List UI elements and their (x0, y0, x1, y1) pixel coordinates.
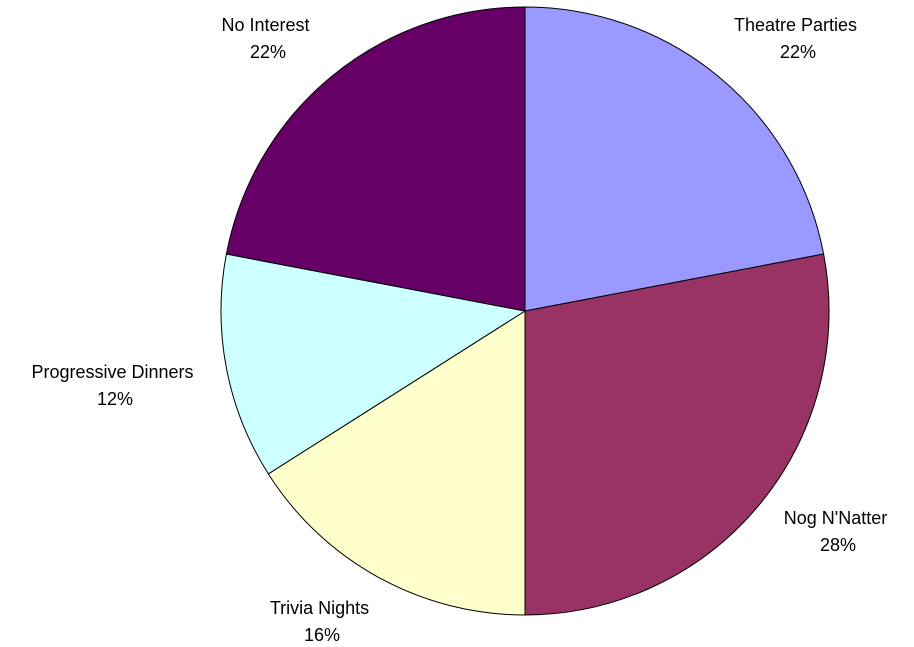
slice-label-trivia-nights-pct: 16% (304, 625, 340, 645)
slice-label-trivia-nights: Trivia Nights 16% (270, 598, 374, 645)
slice-label-trivia-nights-name: Trivia Nights (270, 598, 369, 618)
slice-label-nog-natter-pct: 28% (820, 535, 856, 555)
pie-slice-trivia-nights (267, 310, 526, 616)
pie-slice-theatre-parties (524, 6, 825, 312)
slice-label-theatre-parties-pct: 22% (780, 42, 816, 62)
slice-label-nog-natter-name: Nog N'Natter (784, 508, 887, 528)
pie-slice-no-interest (225, 6, 526, 312)
pie-slices (220, 6, 830, 616)
slice-label-no-interest-pct: 22% (250, 42, 286, 62)
pie-slice-progressive-dinners (220, 253, 527, 475)
slice-label-theatre-parties: Theatre Parties 22% (734, 15, 862, 62)
pie-labels: Theatre Parties 22% Nog N'Natter 28% Tri… (31, 15, 893, 645)
pie-slice-nog-n-natter (524, 253, 830, 616)
slice-label-no-interest-name: No Interest (221, 15, 309, 35)
slice-label-progressive-dinners-pct: 12% (97, 389, 133, 409)
slice-label-progressive-dinners-name: Progressive Dinners (31, 362, 193, 382)
slice-label-progressive-dinners: Progressive Dinners 12% (31, 362, 198, 409)
slice-label-theatre-parties-name: Theatre Parties (734, 15, 857, 35)
slice-label-no-interest: No Interest 22% (221, 15, 314, 62)
slice-label-nog-natter: Nog N'Natter 28% (784, 508, 893, 555)
